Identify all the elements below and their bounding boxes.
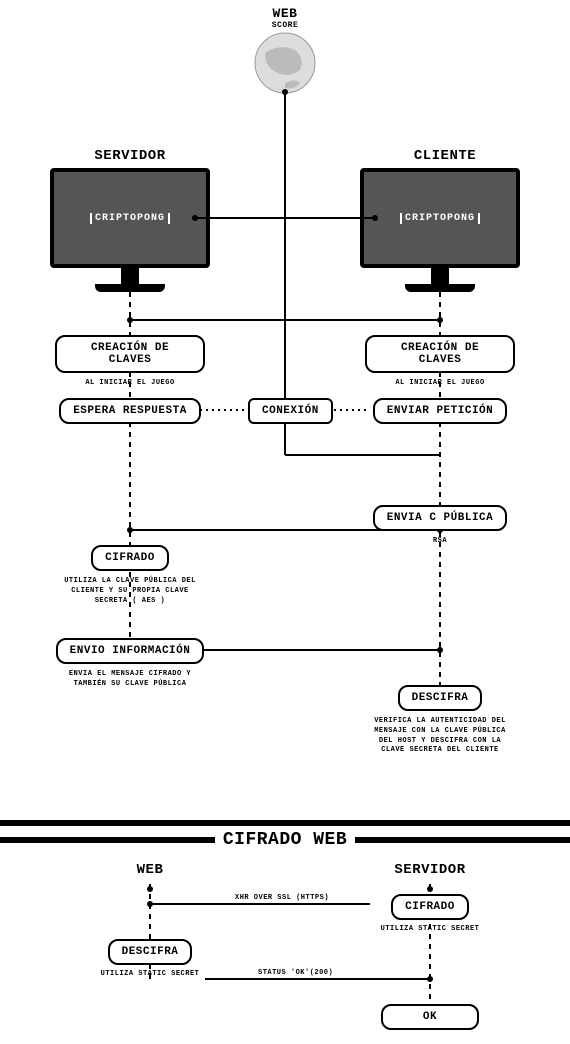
flow-bottom: WEB SERVIDOR XHR OVER SSL (HTTPS) STATUS… (0, 854, 570, 1044)
node-b-descifra: DESCIFRA UTILIZA STATIC SECRET (80, 939, 220, 980)
node-descifra: DESCIFRA VERIFICA LA AUTENTICIDAD DEL ME… (365, 685, 515, 756)
node-b-ok: OK (360, 1004, 500, 1030)
node-b-cifrado: CIFRADO UTILIZA STATIC SECRET (360, 894, 500, 935)
section-separator: CIFRADO WEB (0, 820, 570, 850)
node-cli-keys: CREACIÓN DE CLAVES AL INICIAR EL JUEGO (365, 335, 515, 389)
node-espera: ESPERA RESPUESTA (55, 398, 205, 424)
edge-xhr-label: XHR OVER SSL (HTTPS) (235, 894, 329, 904)
edge-status-label: STATUS 'OK'(200) (258, 969, 333, 979)
node-pub: ENVIA C PÚBLICA RSA (365, 505, 515, 547)
flow-top: WEB SCORE SERVIDOR CLIENTE CRIPTOPONG CR… (0, 0, 570, 820)
node-conexion: CONEXIÓN (248, 398, 333, 424)
node-srv-keys: CREACIÓN DE CLAVES AL INICIAR EL JUEGO (55, 335, 205, 389)
node-cifrado: CIFRADO UTILIZA LA CLAVE PÚBLICA DEL CLI… (55, 545, 205, 606)
section-title: CIFRADO WEB (223, 830, 347, 850)
node-enviar: ENVIAR PETICIÓN (365, 398, 515, 424)
node-envio-info: ENVIO INFORMACIÓN ENVIA EL MENSAJE CIFRA… (55, 638, 205, 690)
